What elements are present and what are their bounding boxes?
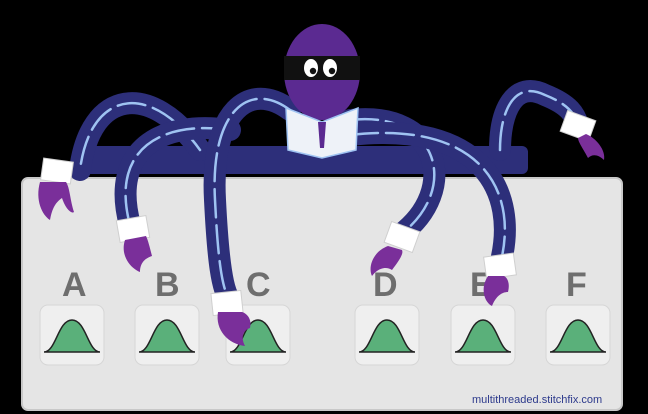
button-e[interactable] — [450, 304, 516, 366]
bell-curve-icon — [138, 319, 196, 353]
sleeve-cuffs — [40, 109, 597, 317]
bell-curve-icon — [43, 319, 101, 353]
left-eye-icon — [304, 59, 318, 77]
bell-curve-icon — [358, 319, 416, 353]
octopus-tentacles — [69, 80, 589, 311]
bell-curve-icon — [454, 319, 512, 353]
eye-mask — [284, 56, 360, 80]
button-f[interactable] — [545, 304, 611, 366]
button-letter-c: C — [246, 266, 271, 304]
shirt-collar — [285, 106, 359, 159]
control-panel — [21, 177, 623, 411]
button-letter-d: D — [373, 266, 398, 304]
octopus-hands — [38, 134, 605, 346]
right-eye-icon — [323, 59, 337, 77]
button-letter-a: A — [62, 266, 87, 304]
button-letter-b: B — [155, 266, 180, 304]
octopus-head — [284, 24, 360, 120]
bell-curve-icon — [549, 319, 607, 353]
button-a[interactable] — [39, 304, 105, 366]
button-letter-f: F — [566, 266, 587, 304]
button-b[interactable] — [134, 304, 200, 366]
site-credit: multithreaded.stitchfix.com — [472, 394, 602, 406]
button-d[interactable] — [354, 304, 420, 366]
